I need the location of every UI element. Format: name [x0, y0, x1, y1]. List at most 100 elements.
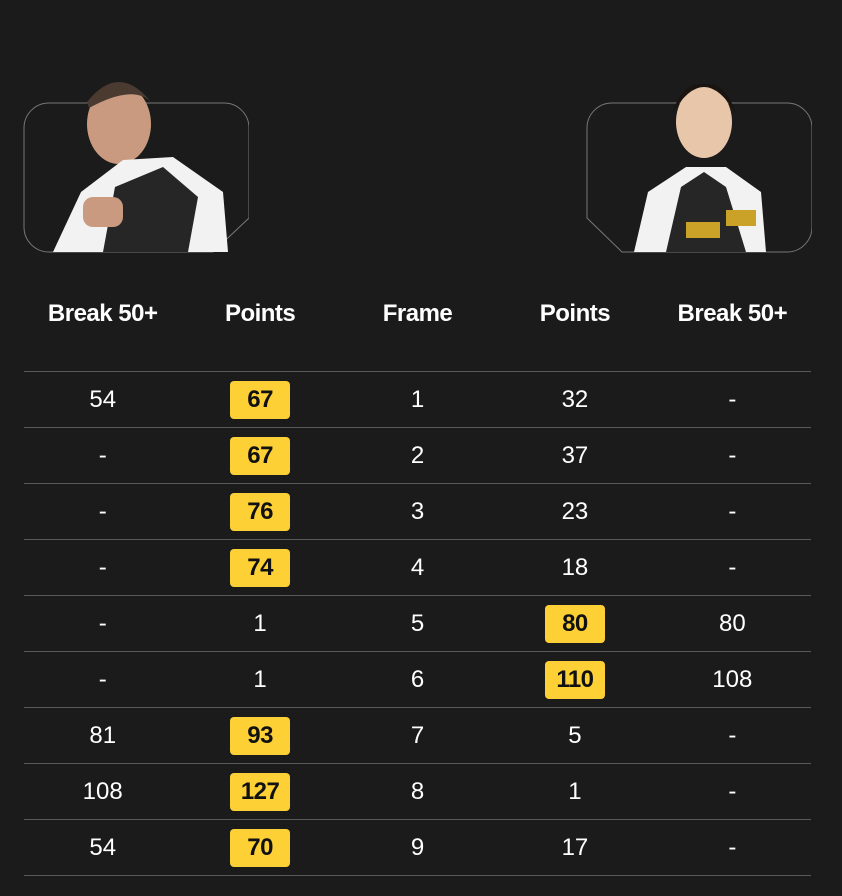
frame-number: 6	[410, 665, 425, 693]
right-break-cell: -	[654, 498, 811, 526]
left-points-winner-badge: 74	[230, 548, 291, 587]
header-left-points: Points	[224, 300, 296, 327]
header-left-break: Break 50+	[47, 300, 158, 327]
right-points: 5	[568, 721, 582, 749]
left-break-cell: -	[24, 498, 181, 526]
frame-number-cell: 1	[339, 386, 496, 414]
right-break-cell: 80	[654, 610, 811, 638]
frame-number: 5	[410, 609, 425, 637]
left-points-winner-badge: 70	[230, 828, 291, 867]
left-points-winner-badge: 67	[230, 380, 291, 419]
left-break: 108	[82, 777, 123, 805]
frame-scores-table: 54 67 1 32- -67 2 37- -76 3 23- -74 4 18- -1 5 80 80-1 6 1…	[24, 371, 811, 876]
right-break-cell: -	[654, 834, 811, 862]
left-points: 1	[253, 609, 267, 637]
frame-number-cell: 8	[339, 778, 496, 806]
left-points-cell: 1	[181, 610, 338, 638]
header-right-points: Points	[539, 300, 611, 327]
right-points-cell: 37	[496, 442, 653, 470]
table-header: Break 50+ Points Frame Points Break 50+	[24, 300, 811, 328]
frame-number: 4	[410, 553, 425, 581]
left-points-cell: 1	[181, 666, 338, 694]
right-break-cell: -	[654, 722, 811, 750]
right-break: -	[728, 833, 737, 861]
right-points: 17	[561, 833, 589, 861]
left-break: 54	[89, 385, 117, 413]
table-row: - 76 3 23 -	[24, 484, 811, 540]
left-points-cell: 74	[181, 548, 338, 587]
frame-number-cell: 9	[339, 834, 496, 862]
header-right-break: Break 50+	[677, 300, 788, 327]
frame-number: 3	[410, 497, 425, 525]
table-row: - 1 5 80 80	[24, 596, 811, 652]
left-points-winner-badge: 127	[230, 772, 291, 811]
left-break: 54	[89, 833, 117, 861]
right-points: 32	[561, 385, 589, 413]
left-points-cell: 67	[181, 380, 338, 419]
left-points-cell: 93	[181, 716, 338, 755]
table-row: 54 67 1 32 -	[24, 372, 811, 428]
header-frame: Frame	[382, 300, 453, 327]
left-break-cell: -	[24, 610, 181, 638]
table-row: - 74 4 18 -	[24, 540, 811, 596]
left-break-cell: -	[24, 666, 181, 694]
right-break-cell: -	[654, 386, 811, 414]
right-break-cell: -	[654, 778, 811, 806]
right-points: 23	[561, 497, 589, 525]
left-break-cell: -	[24, 442, 181, 470]
left-points-cell: 67	[181, 436, 338, 475]
player-right-avatar	[586, 62, 812, 254]
left-points: 1	[253, 665, 267, 693]
table-row: 81 93 7 5 -	[24, 708, 811, 764]
right-break: -	[728, 441, 737, 469]
right-points-cell: 18	[496, 554, 653, 582]
left-break-cell: 108	[24, 778, 181, 806]
right-points: 18	[561, 553, 589, 581]
frame-number-cell: 2	[339, 442, 496, 470]
right-break: -	[728, 385, 737, 413]
left-break-cell: -	[24, 554, 181, 582]
left-break: -	[98, 609, 107, 637]
right-points-cell: 1	[496, 778, 653, 806]
right-break-cell: -	[654, 554, 811, 582]
right-points-cell: 23	[496, 498, 653, 526]
table-row: 54 70 9 17 -	[24, 820, 811, 876]
right-points-winner-badge: 110	[544, 660, 605, 699]
right-break: -	[728, 777, 737, 805]
left-break: -	[98, 441, 107, 469]
left-break: -	[98, 665, 107, 693]
left-break-cell: 54	[24, 386, 181, 414]
frame-number: 8	[410, 777, 425, 805]
frame-number-cell: 4	[339, 554, 496, 582]
left-points-winner-badge: 93	[230, 716, 291, 755]
frame-number: 2	[410, 441, 425, 469]
right-points-cell: 17	[496, 834, 653, 862]
frame-number-cell: 7	[339, 722, 496, 750]
right-break: 108	[712, 665, 753, 693]
table-row: - 67 2 37 -	[24, 428, 811, 484]
frame-number-cell: 3	[339, 498, 496, 526]
table-row: 108 127 8 1 -	[24, 764, 811, 820]
left-break-cell: 54	[24, 834, 181, 862]
left-points-cell: 127	[181, 772, 338, 811]
right-break: -	[728, 553, 737, 581]
left-points-winner-badge: 76	[230, 492, 291, 531]
frame-number: 1	[410, 385, 425, 413]
right-break: -	[728, 721, 737, 749]
right-points-cell: 5	[496, 722, 653, 750]
player-left-avatar	[23, 62, 249, 254]
left-break: -	[98, 497, 107, 525]
right-points-winner-badge: 80	[544, 604, 605, 643]
frame-number-cell: 6	[339, 666, 496, 694]
right-break: -	[728, 497, 737, 525]
right-points: 1	[568, 777, 582, 805]
left-break: -	[98, 553, 107, 581]
left-break-cell: 81	[24, 722, 181, 750]
frame-number: 9	[410, 833, 425, 861]
frame-number-cell: 5	[339, 610, 496, 638]
right-break-cell: 108	[654, 666, 811, 694]
right-points-cell: 32	[496, 386, 653, 414]
right-break: 80	[718, 609, 746, 637]
right-points-cell: 110	[496, 660, 653, 699]
right-break-cell: -	[654, 442, 811, 470]
